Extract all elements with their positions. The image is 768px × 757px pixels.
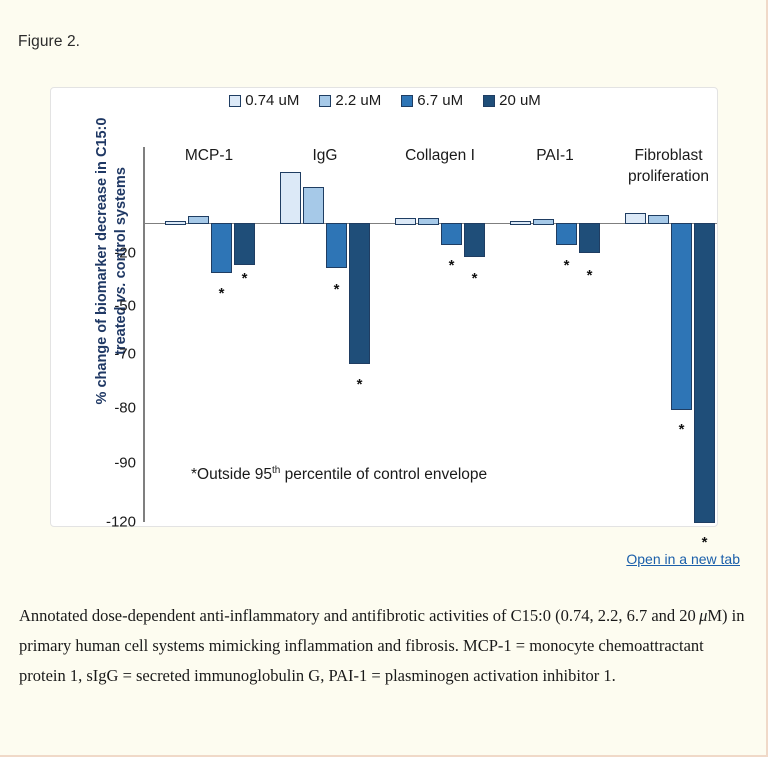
significance-star: *	[586, 267, 593, 284]
significance-note-superscript: th	[272, 465, 281, 476]
bar-pai-1-67uM[interactable]	[556, 223, 577, 245]
bar-igg-20uM[interactable]	[349, 223, 370, 364]
significance-note-post: percentile of control envelope	[280, 466, 488, 484]
bar-igg-67uM[interactable]	[326, 223, 347, 268]
group-label-0: MCP-1	[184, 147, 234, 164]
significance-star: *	[563, 257, 570, 274]
y-axis-tick-label: -50	[114, 297, 136, 315]
y-axis-tick-label: -90	[114, 454, 136, 472]
legend-label: 20 uM	[499, 92, 541, 109]
chart-legend: 0.74 uM 2.2 uM 6.7 uM 20 uM	[51, 92, 719, 109]
significance-star: *	[333, 281, 340, 298]
bar-mcp-1-67uM[interactable]	[211, 223, 232, 273]
y-axis-tick-label: -70	[114, 345, 136, 363]
bar-fibroblast-proliferation-20uM[interactable]	[694, 223, 715, 523]
open-in-new-tab-link[interactable]: Open in a new tab	[626, 551, 740, 567]
bar-mcp-1-22uM[interactable]	[188, 216, 209, 224]
legend-label: 2.2 uM	[335, 92, 382, 109]
legend-swatch-icon	[483, 94, 496, 107]
y-axis-title-line2-c: control systems	[113, 167, 129, 283]
bar-fibroblast-proliferation-074uM[interactable]	[625, 213, 646, 224]
legend-label: 6.7 uM	[417, 92, 464, 109]
legend-item-1[interactable]: 2.2 uM	[319, 92, 381, 109]
legend-item-3[interactable]: 20 uM	[483, 92, 541, 109]
bar-pai-1-22uM[interactable]	[533, 219, 554, 225]
bar-fibroblast-proliferation-67uM[interactable]	[671, 223, 692, 410]
significance-star: *	[356, 376, 363, 393]
bar-pai-1-20uM[interactable]	[579, 223, 600, 253]
legend-label: 0.74 uM	[245, 92, 300, 109]
chart-panel: 0.74 uM 2.2 uM 6.7 uM 20 uM % change of bio…	[50, 87, 719, 550]
significance-star: *	[448, 257, 455, 274]
bar-collagen-i-074uM[interactable]	[395, 218, 416, 225]
y-axis-tick-label: -20	[114, 244, 136, 262]
group-label-3: PAI-1	[536, 147, 574, 164]
significance-star: *	[678, 421, 685, 438]
significance-star: *	[218, 285, 225, 302]
legend-item-0[interactable]: 0.74 uM	[229, 92, 299, 109]
bar-fibroblast-proliferation-22uM[interactable]	[648, 215, 669, 224]
bar-mcp-1-074uM[interactable]	[165, 221, 186, 225]
significance-note: *Outside 95th percentile of control enve…	[191, 465, 487, 484]
figure-caption: Annotated dose-dependent anti-inflammato…	[19, 606, 745, 685]
bar-igg-22uM[interactable]	[303, 187, 324, 224]
group-label-4: Fibroblast proliferation	[628, 147, 709, 185]
bar-collagen-i-22uM[interactable]	[418, 218, 439, 225]
bar-collagen-i-67uM[interactable]	[441, 223, 462, 245]
plot-area: -20 -50 -70 -80 -90 -120 MCP-1 IgG Collagen I PA…	[106, 111, 717, 550]
y-axis-title-line1: % change of biomarker decrease in C15:0	[94, 117, 110, 405]
y-axis-tick-label: -80	[114, 399, 136, 417]
legend-swatch-icon	[319, 94, 332, 107]
significance-star: *	[701, 534, 708, 551]
legend-swatch-icon	[229, 94, 242, 107]
y-axis-line	[143, 147, 145, 522]
figure-number-label: Figure 2.	[18, 33, 81, 50]
bar-pai-1-074uM[interactable]	[510, 221, 531, 225]
group-label-2: Collagen I	[405, 147, 475, 164]
caption-mu-symbol: μ	[699, 606, 708, 625]
y-axis-tick-label: -120	[105, 513, 136, 531]
significance-star: *	[241, 270, 248, 287]
group-label-1: IgG	[312, 147, 338, 164]
bar-mcp-1-20uM[interactable]	[234, 223, 255, 265]
bar-igg-074uM[interactable]	[280, 172, 301, 224]
legend-swatch-icon	[401, 94, 414, 107]
legend-item-2[interactable]: 6.7 uM	[401, 92, 463, 109]
bar-collagen-i-20uM[interactable]	[464, 223, 485, 257]
significance-star: *	[471, 270, 478, 287]
significance-note-pre: *Outside 95	[191, 466, 272, 484]
